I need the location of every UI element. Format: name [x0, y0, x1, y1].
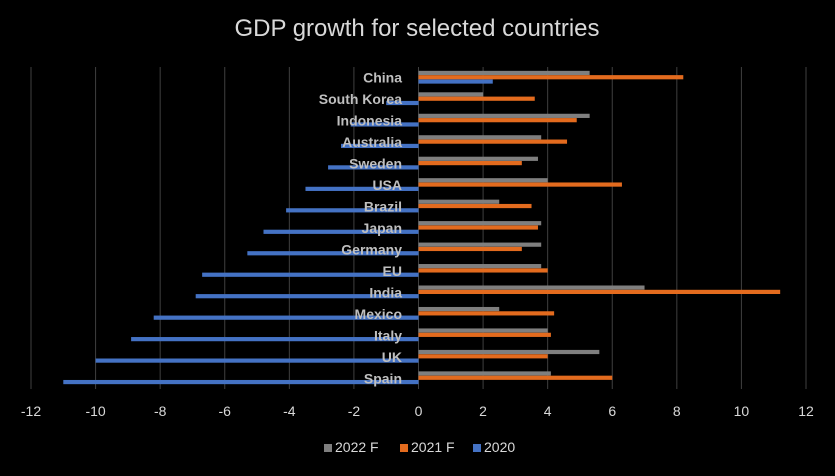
- x-tick-label: 0: [415, 403, 423, 419]
- bar-spain-2022-f: [418, 371, 551, 376]
- bar-china-2021-f: [418, 75, 684, 80]
- x-tick-label: 4: [544, 403, 552, 419]
- bar-mexico-2020: [153, 315, 419, 320]
- category-label: South Korea: [319, 91, 402, 107]
- bar-usa-2020: [305, 186, 419, 191]
- bar-spain-2020: [63, 379, 419, 385]
- bar-china-2020: [418, 79, 493, 84]
- x-tick-label: -6: [219, 403, 232, 419]
- x-tick-label: -10: [85, 403, 105, 419]
- category-label: Italy: [374, 327, 402, 343]
- x-tick-label: -12: [21, 403, 41, 419]
- category-label: USA: [372, 177, 402, 193]
- bar-spain-2021-f: [418, 375, 613, 380]
- bar-usa-2021-f: [418, 182, 622, 187]
- bar-australia-2020: [341, 143, 419, 149]
- bar-sweden-2020: [328, 165, 419, 170]
- bar-brazil-2020: [286, 208, 419, 213]
- category-label: India: [369, 284, 402, 300]
- bar-uk-2020: [95, 358, 419, 363]
- bar-germany-2021-f: [418, 246, 522, 252]
- legend-item: 2022 F: [324, 439, 379, 455]
- legend-swatch: [400, 444, 408, 452]
- legend-label: 2020: [484, 439, 515, 455]
- x-tick-label: 6: [608, 403, 616, 419]
- category-label: Australia: [342, 134, 402, 150]
- bar-italy-2022-f: [418, 328, 548, 333]
- bar-china-2022-f: [418, 70, 590, 76]
- x-tick-label: -2: [348, 403, 361, 419]
- bar-japan-2020: [263, 229, 419, 234]
- bar-sweden-2021-f: [418, 161, 522, 166]
- bar-uk-2022-f: [418, 349, 600, 355]
- bars: [63, 70, 781, 385]
- bar-sweden-2022-f: [418, 156, 538, 161]
- category-label: EU: [383, 263, 402, 279]
- bar-japan-2021-f: [418, 225, 538, 230]
- bar-germany-2020: [247, 251, 419, 256]
- x-tick-label: 10: [734, 403, 750, 419]
- legend-swatch: [324, 444, 332, 452]
- bar-indonesia-2020: [350, 122, 419, 127]
- bar-india-2022-f: [418, 285, 645, 290]
- bar-south-korea-2021-f: [418, 96, 535, 101]
- bar-italy-2021-f: [418, 332, 551, 337]
- legend: 2022 F 2021 F 2020: [324, 439, 515, 455]
- category-labels: China South Korea Indonesia Australia Sweden…: [319, 70, 402, 387]
- bar-mexico-2021-f: [418, 311, 555, 316]
- category-label: Japan: [362, 220, 402, 236]
- category-label: Sweden: [349, 156, 402, 172]
- x-tick-label: -8: [154, 403, 167, 419]
- x-tick-label: 2: [479, 403, 487, 419]
- bar-india-2021-f: [418, 289, 781, 294]
- category-label: Mexico: [355, 306, 402, 322]
- category-label: UK: [382, 349, 402, 365]
- category-label: Germany: [341, 241, 402, 257]
- x-axis-ticks: -12 -10 -8 -6 -4 -2 0 2 4 6 8 10 12: [21, 403, 814, 419]
- bar-eu-2022-f: [418, 264, 542, 269]
- legend-label: 2021 F: [411, 439, 455, 455]
- chart-title: GDP growth for selected countries: [234, 15, 599, 42]
- x-tick-label: -4: [283, 403, 296, 419]
- bar-uk-2021-f: [418, 354, 548, 359]
- bar-mexico-2022-f: [418, 306, 500, 312]
- bar-indonesia-2022-f: [418, 113, 590, 118]
- x-tick-label: 8: [673, 403, 681, 419]
- legend-swatch: [473, 444, 481, 452]
- category-label: Indonesia: [337, 113, 403, 129]
- bar-italy-2020: [131, 337, 419, 342]
- legend-item: 2020: [473, 439, 515, 455]
- bar-eu-2021-f: [418, 268, 548, 273]
- bar-indonesia-2021-f: [418, 118, 577, 123]
- bar-brazil-2021-f: [418, 203, 532, 209]
- legend-label: 2022 F: [335, 439, 379, 455]
- legend-item: 2021 F: [400, 439, 455, 455]
- category-label: Brazil: [364, 199, 402, 215]
- category-label: China: [363, 70, 402, 86]
- gridlines: [30, 67, 807, 389]
- bar-australia-2022-f: [418, 135, 542, 140]
- bar-germany-2022-f: [418, 242, 542, 247]
- bar-brazil-2022-f: [418, 199, 500, 204]
- bar-eu-2020: [202, 272, 419, 277]
- bar-usa-2022-f: [418, 178, 548, 183]
- x-tick-label: 12: [798, 403, 814, 419]
- category-label: Spain: [364, 370, 402, 386]
- bar-south-korea-2022-f: [418, 92, 484, 97]
- bar-south-korea-2020: [386, 100, 419, 106]
- bar-india-2020: [195, 294, 419, 299]
- bar-australia-2021-f: [418, 139, 568, 144]
- bar-japan-2022-f: [418, 221, 542, 226]
